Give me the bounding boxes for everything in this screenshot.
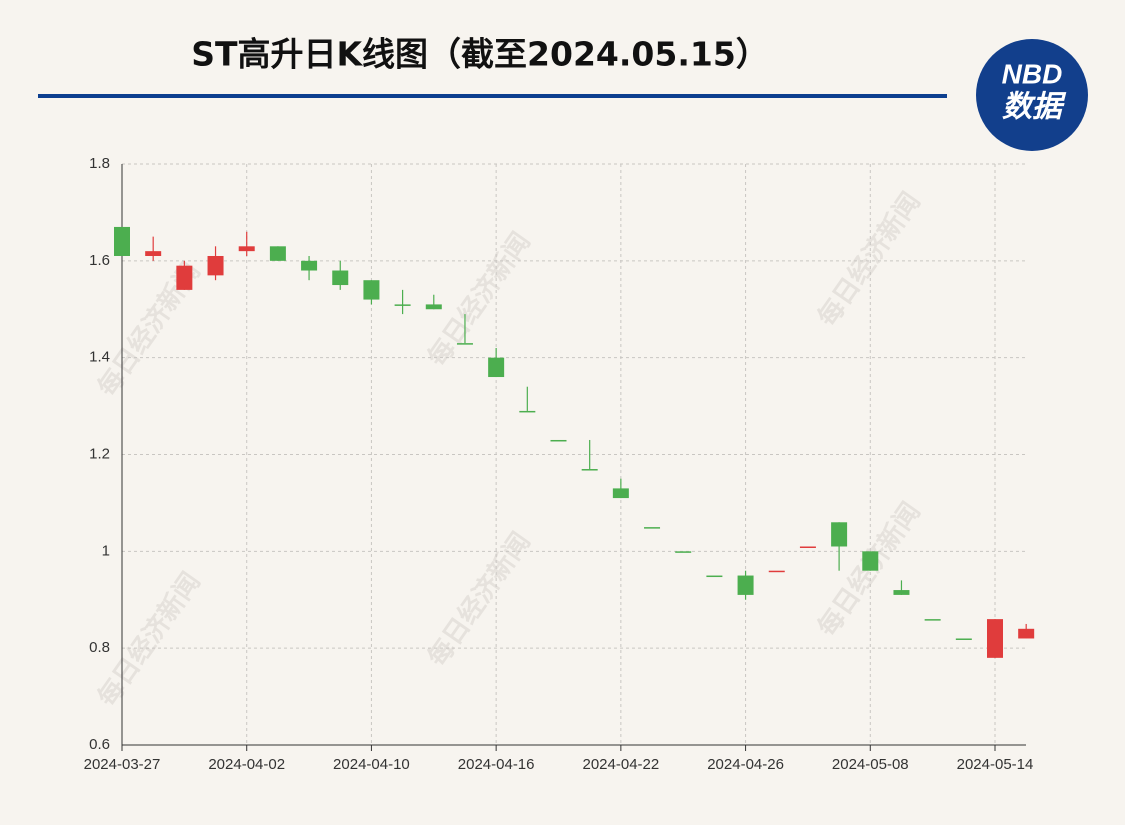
x-tick-label: 2024-03-27 — [84, 756, 161, 773]
candle-body — [425, 304, 442, 310]
candle-body — [238, 246, 255, 252]
candle-body — [269, 246, 286, 261]
logo-text: NBD — [1002, 58, 1063, 89]
y-tick-label: 0.8 — [89, 639, 110, 656]
candle-body — [612, 488, 629, 499]
candle-body — [924, 619, 941, 621]
candle-body — [332, 270, 349, 286]
y-tick-label: 0.6 — [89, 736, 110, 753]
candle-body — [301, 260, 318, 271]
candle-body — [488, 357, 505, 378]
x-tick-label: 2024-04-02 — [208, 756, 285, 773]
chart-title: ST高升日K线图（截至2024.05.15） — [191, 35, 769, 74]
candle-body — [799, 546, 816, 548]
x-tick-label: 2024-04-22 — [582, 756, 659, 773]
candle-body — [114, 226, 130, 256]
logo-text: 数据 — [1002, 90, 1067, 125]
candle-body — [675, 551, 692, 553]
x-tick-label: 2024-05-14 — [957, 756, 1034, 773]
candle-body — [737, 575, 754, 595]
candle-body — [519, 410, 536, 413]
candle-body — [831, 522, 848, 547]
candle-body — [394, 304, 411, 306]
x-tick-label: 2024-04-10 — [333, 756, 410, 773]
plot-area: 0.6 0.8 1 1.2 1.4 1.6 1.8 2024-03-27 2024-04-02 2… — [84, 155, 1035, 773]
y-tick-label: 1.4 — [89, 349, 110, 366]
candle-body — [456, 343, 473, 345]
y-tick-label: 1.6 — [89, 252, 110, 269]
candle-body — [955, 638, 972, 640]
candle-body — [644, 527, 661, 529]
logo-badge — [976, 39, 1088, 151]
candle-body — [207, 255, 224, 276]
candle-body — [363, 280, 380, 300]
candle-body — [768, 570, 785, 573]
y-tick-label: 1.8 — [89, 155, 110, 172]
candle-body — [176, 265, 193, 290]
candle-body — [550, 439, 567, 442]
y-tick-label: 1.2 — [89, 445, 110, 462]
title-rule — [38, 94, 947, 98]
candle-body — [987, 619, 1003, 658]
y-tick-label: 1 — [102, 542, 110, 559]
candle-body — [706, 575, 723, 578]
candle-body — [1018, 628, 1035, 639]
candle-body — [581, 469, 598, 471]
candle-body — [145, 251, 162, 256]
candle-body — [893, 590, 910, 595]
x-tick-label: 2024-04-26 — [707, 756, 784, 773]
x-tick-label: 2024-04-16 — [458, 756, 535, 773]
x-tick-label: 2024-05-08 — [832, 756, 909, 773]
candle-body — [862, 551, 879, 571]
